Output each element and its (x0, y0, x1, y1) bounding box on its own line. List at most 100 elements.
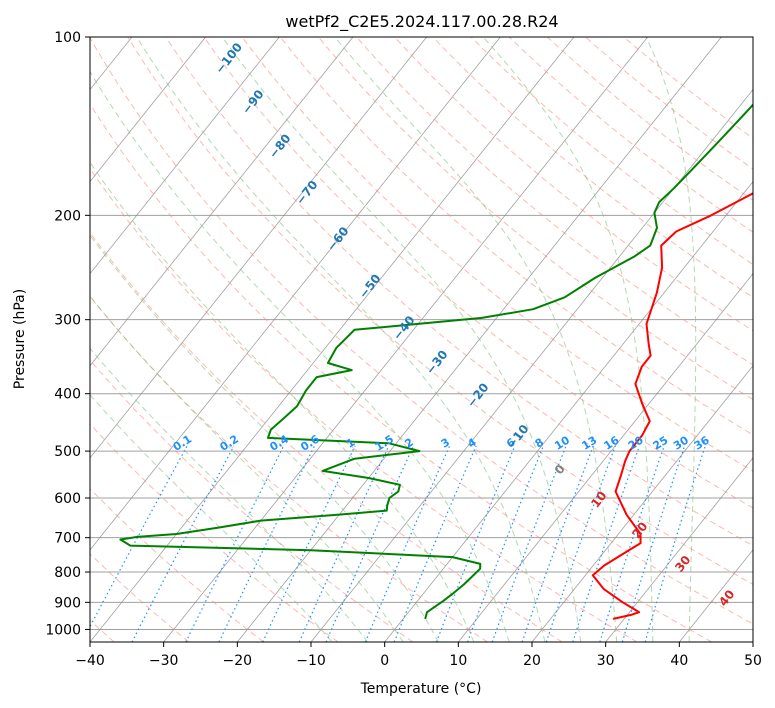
mixing-ratio-line (644, 445, 706, 642)
isotherm-line (752, 641, 753, 642)
x-tick-label: 0 (380, 653, 389, 669)
mixing-ratio-line (325, 445, 414, 642)
mixing-ratio-line (218, 445, 316, 642)
dry-adiabat-label: −30 (423, 347, 451, 377)
x-axis-label: Temperature (°C) (360, 681, 482, 697)
temperature-line (591, 192, 753, 620)
dry-adiabat-label: −90 (239, 87, 267, 117)
y-tick-label: 600 (54, 491, 81, 507)
mixing-ratio-line (466, 445, 544, 642)
dry-adiabat-label: −80 (266, 131, 294, 161)
dry-adiabat-label: −40 (390, 313, 418, 343)
mixing-ratio-line (599, 445, 665, 642)
moist-adiabat-line (90, 394, 333, 642)
dry-adiabat-label: −100 (213, 40, 246, 76)
isotherm-line (90, 37, 206, 183)
dry-adiabat-label: −70 (293, 178, 321, 208)
moist-adiabat-line (90, 234, 439, 642)
annotation-layer: 0.1 0.2 0.4 0.6 1 1.5 2 3 4 6 8 10 13 16 20 25 30 36−100−… (171, 40, 738, 609)
mixing-ratio-line (491, 445, 567, 642)
isotherm-line (90, 37, 354, 367)
moist-adiabat-line (90, 70, 510, 642)
dry-adiabat-line (508, 37, 753, 233)
isotherm-line (90, 37, 280, 275)
mixing-ratio-line (90, 445, 188, 628)
x-tick-label: 50 (744, 653, 762, 669)
x-tick-label: −10 (296, 653, 326, 669)
moist-adiabat-line (645, 37, 697, 642)
mixing-ratio-label: 10 (552, 433, 572, 452)
dry-adiabat-line (90, 553, 190, 642)
dry-adiabat-line (394, 37, 753, 332)
dry-adiabat-label: −20 (464, 380, 492, 410)
tick-layer: −40 −30 −20 −10 0 10 20 30 40 5010009008007006005… (45, 30, 762, 669)
isotherm-line (310, 88, 753, 642)
x-tick-label: 10 (449, 653, 467, 669)
dry-adiabat-label: 0 (552, 462, 568, 477)
mixing-ratio-label: 20 (626, 433, 646, 452)
mixing-ratio-label: 25 (651, 434, 671, 453)
y-tick-label: 800 (54, 565, 81, 581)
isotherm-line (163, 37, 648, 642)
moist-adiabat-line (334, 37, 618, 642)
x-tick-label: −40 (75, 653, 105, 669)
dry-adiabat-line (127, 37, 753, 586)
mixing-ratio-label: 1 (344, 436, 357, 451)
y-tick-label: 300 (54, 313, 81, 329)
isotherm-line (531, 365, 753, 642)
mixing-ratio-label: 0.6 (298, 432, 322, 454)
y-tick-label: 400 (54, 387, 81, 403)
dry-adiabat-line (547, 37, 753, 201)
mixing-ratio-line (393, 445, 477, 642)
y-tick-label: 200 (54, 208, 81, 224)
moist-adiabat-line (482, 37, 654, 642)
dry-adiabat-line (90, 37, 753, 625)
isotherm-line (90, 37, 575, 642)
dry-adiabat-label: 10 (588, 489, 609, 511)
mixing-ratio-label: 4 (465, 435, 479, 450)
dry-adiabat-line (318, 37, 753, 401)
moist-adiabat-line (90, 161, 475, 642)
moist-adiabat-line (136, 37, 546, 642)
dry-adiabat-line (90, 167, 638, 642)
moist-adiabat-line (90, 347, 368, 642)
dry-adiabat-line (203, 37, 753, 509)
isotherm-line (90, 37, 427, 459)
data-layer (119, 103, 753, 620)
y-axis-label: Pressure (hPa) (12, 289, 28, 389)
mixing-ratio-line (185, 445, 285, 642)
mixing-ratio-label: 0.4 (268, 432, 292, 454)
dry-adiabat-line (90, 359, 414, 642)
x-tick-label: −30 (149, 653, 179, 669)
chart-title: wetPf2_C2E5.2024.117.00.28.R24 (285, 12, 558, 32)
dewpoint-line (119, 103, 753, 620)
mixing-ratio-label: 0.1 (171, 432, 194, 453)
dry-adiabat-line (356, 37, 753, 366)
y-tick-label: 500 (54, 444, 81, 460)
y-tick-label: 700 (54, 531, 81, 547)
mixing-ratio-line (521, 445, 594, 642)
dry-adiabat-label: −50 (356, 271, 384, 301)
isotherm-line (90, 37, 501, 551)
mixing-ratio-line (298, 445, 390, 642)
mixing-ratio-line (364, 445, 451, 642)
mixing-ratio-label: 16 (602, 433, 622, 452)
dry-adiabat-line (90, 231, 563, 642)
isotherm-line (605, 457, 753, 642)
plot-frame (89, 36, 754, 643)
mixing-ratio-line (621, 445, 686, 642)
isotherm-line (384, 180, 753, 642)
x-tick-label: 30 (597, 653, 615, 669)
mixing-ratio-label: 30 (671, 433, 691, 452)
dry-adiabat-line (585, 37, 753, 170)
x-tick-label: −20 (223, 653, 253, 669)
x-tick-label: 40 (670, 653, 688, 669)
dry-adiabat-line (470, 37, 753, 266)
y-tick-label: 900 (54, 595, 81, 611)
mixing-ratio-line (435, 445, 516, 642)
dry-adiabat-line (90, 295, 488, 642)
moist-adiabat-line (90, 295, 404, 642)
dry-adiabat-label: 40 (716, 587, 737, 609)
mixing-ratio-label: 3 (439, 436, 452, 451)
